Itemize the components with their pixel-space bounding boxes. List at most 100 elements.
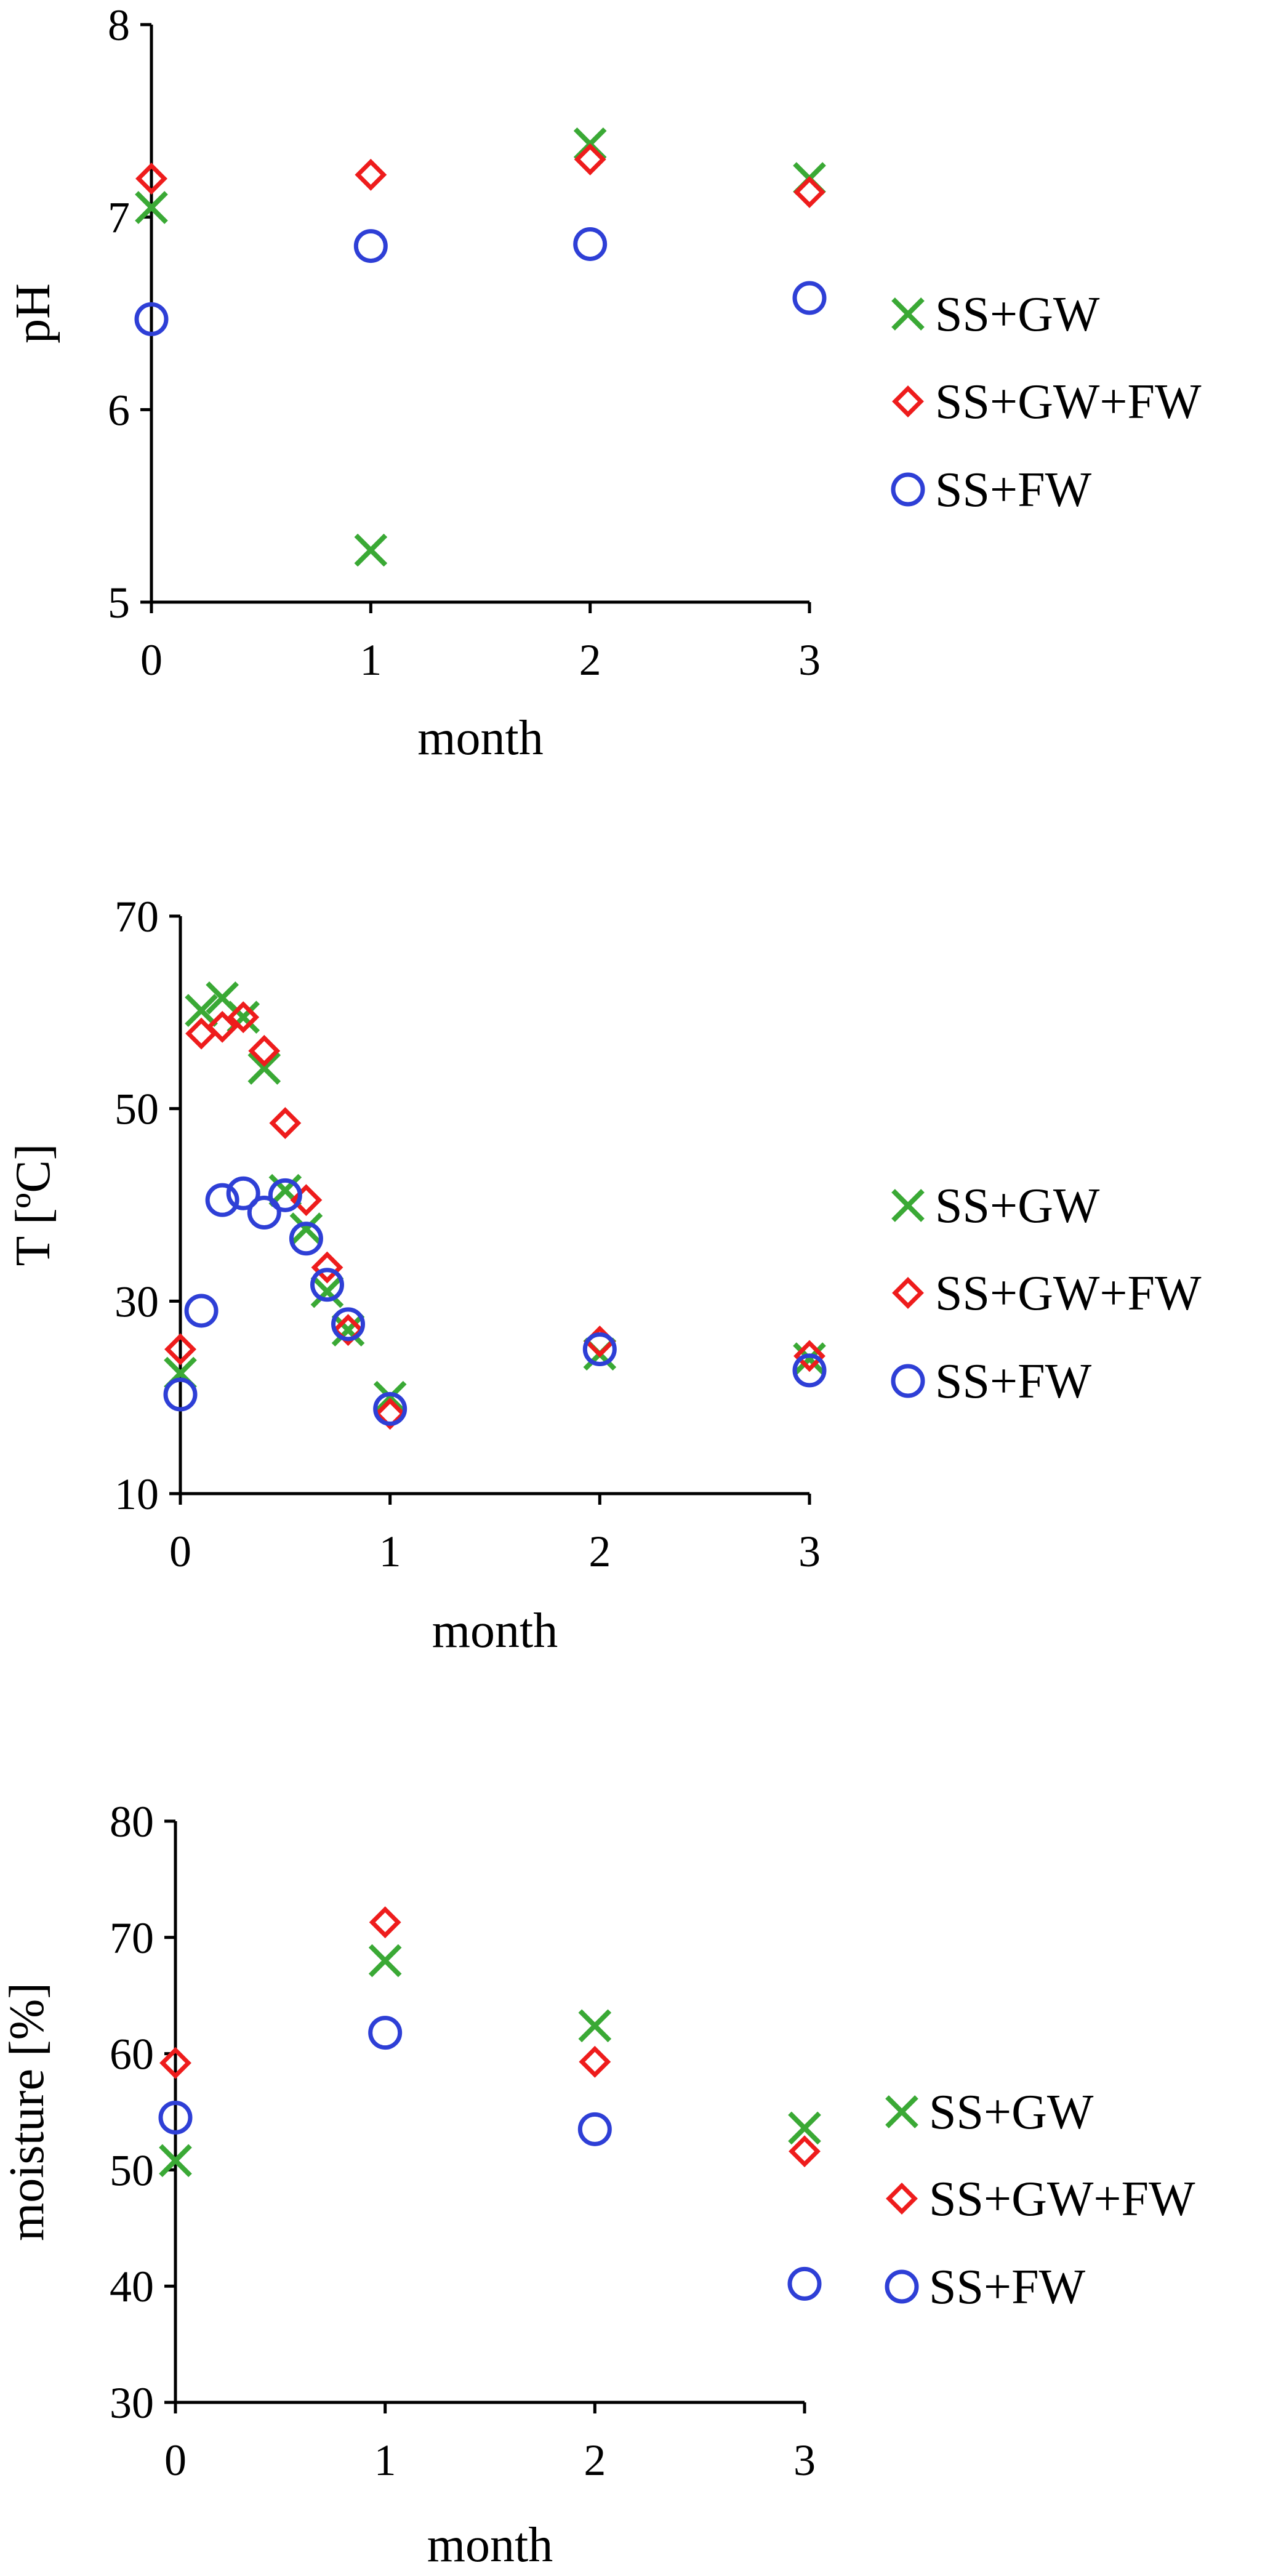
- series-SS+FW: [163, 1176, 827, 1426]
- y-tick-label-40: 40: [110, 2262, 154, 2311]
- y-axis-title: pH: [6, 283, 60, 344]
- legend-marker-SS+GW-stroke-b: [891, 1189, 925, 1222]
- point-SS+GW+FW-6: [290, 1184, 323, 1217]
- point-SS+FW-7: [310, 1268, 344, 1302]
- series-SS+GW+FW: [135, 143, 825, 208]
- point-SS+FW-3: [787, 2266, 822, 2301]
- point-SS+GW-7-stroke-b: [310, 1274, 344, 1308]
- x-axis-title: month: [432, 1604, 558, 1658]
- legend: SS+GW SS+GW+FW SS+FW: [891, 1179, 1202, 1409]
- legend-marker-SS+GW+FW: [892, 385, 924, 417]
- legend-marker-SS+FW: [885, 2269, 919, 2304]
- legend-marker-SS+GW: [891, 1189, 925, 1222]
- chart-1: 5 6 7 8 0 1 2 3 month pH SS+GW SS+GW+FW SS+FW: [6, 1, 1202, 765]
- x-tick-label-1: 1: [374, 2436, 396, 2485]
- y-axis-title: moisture [%]: [0, 1982, 54, 2241]
- y-tick-label-6: 6: [108, 385, 130, 435]
- point-SS+GW+FW-1: [369, 1906, 401, 1939]
- point-SS+FW-1: [353, 229, 388, 264]
- legend-marker-SS+GW: [891, 297, 925, 331]
- point-SS+GW+FW-3: [789, 2135, 821, 2168]
- y-tick-label-80: 80: [110, 1797, 154, 1846]
- legend: SS+GW SS+GW+FW SS+FW: [891, 288, 1202, 517]
- point-SS+GW-2-stroke-b: [206, 981, 239, 1015]
- point-SS+GW-1: [354, 533, 388, 567]
- point-SS+FW-3: [226, 1176, 260, 1210]
- x-tick-label-0: 0: [164, 2436, 187, 2485]
- point-SS+FW-0: [163, 1377, 198, 1412]
- series-SS+GW: [135, 127, 826, 567]
- x-tick-label-2: 2: [584, 2436, 606, 2485]
- y-tick-label-70: 70: [114, 892, 159, 941]
- point-SS+GW-9-stroke-b: [373, 1380, 407, 1414]
- point-SS+GW-11: [793, 1342, 826, 1375]
- point-SS+GW+FW-4: [248, 1034, 281, 1067]
- series-SS+GW+FW: [159, 1906, 821, 2168]
- point-SS+FW-2: [577, 2112, 612, 2146]
- x-tick-label-3: 3: [793, 2436, 816, 2485]
- y-tick-label-5: 5: [108, 578, 130, 627]
- point-SS+GW-4-stroke-b: [247, 1052, 281, 1085]
- point-SS+GW+FW-0: [164, 1333, 196, 1366]
- legend-marker-SS+GW-stroke-b: [891, 297, 925, 331]
- point-SS+FW-9: [373, 1391, 408, 1426]
- legend-label-SS+FW: SS+FW: [929, 2260, 1086, 2314]
- point-SS+GW-0: [135, 191, 168, 224]
- point-SS+FW-10: [582, 1332, 617, 1366]
- point-SS+FW-0: [158, 2100, 193, 2135]
- point-SS+GW+FW-0: [159, 2047, 191, 2079]
- point-SS+FW-4: [247, 1196, 281, 1230]
- legend-label-SS+GW+FW: SS+GW+FW: [929, 2172, 1195, 2226]
- point-SS+GW-4: [247, 1052, 281, 1085]
- point-SS+GW+FW-2: [579, 2045, 611, 2078]
- point-SS+GW+FW-11: [793, 1340, 825, 1372]
- legend-label-SS+GW: SS+GW: [935, 1179, 1100, 1233]
- x-tick-label-3: 3: [798, 1527, 821, 1576]
- legend-label-SS+FW: SS+FW: [935, 1354, 1092, 1409]
- series-SS+GW: [159, 1944, 821, 2178]
- legend-marker-SS+FW: [891, 1364, 925, 1398]
- x-tick-label-0: 0: [140, 635, 163, 685]
- point-SS+GW-8-stroke-b: [331, 1313, 365, 1347]
- point-SS+GW-1-stroke-b: [185, 994, 218, 1028]
- point-SS+GW+FW-3: [227, 1001, 260, 1034]
- legend-marker-SS+GW-stroke-b: [885, 2095, 918, 2128]
- point-SS+GW-8: [331, 1313, 365, 1347]
- point-SS+GW-1-stroke-b: [354, 533, 388, 567]
- point-SS+GW+FW-3: [793, 176, 825, 208]
- legend: SS+GW SS+GW+FW SS+FW: [885, 2085, 1195, 2314]
- point-SS+GW-3-stroke-b: [788, 2111, 821, 2145]
- x-tick-label-1: 1: [359, 635, 382, 685]
- x-axis-title: month: [417, 711, 543, 765]
- point-SS+FW-2: [205, 1183, 239, 1217]
- y-tick-label-50: 50: [114, 1085, 159, 1134]
- legend-marker-SS+GW+FW: [886, 2183, 918, 2215]
- point-SS+GW+FW-8: [332, 1314, 364, 1346]
- point-SS+GW-11-stroke-b: [793, 1342, 826, 1375]
- series-SS+GW: [164, 981, 826, 1414]
- point-SS+GW-0: [159, 2144, 192, 2178]
- point-SS+GW+FW-9: [374, 1398, 406, 1430]
- point-SS+FW-1: [368, 2016, 403, 2050]
- point-SS+GW-1-stroke-b: [368, 1944, 402, 1978]
- legend-label-SS+FW: SS+FW: [935, 463, 1092, 517]
- x-tick-label-2: 2: [579, 635, 601, 685]
- y-tick-label-50: 50: [110, 2146, 154, 2195]
- point-SS+GW-9: [373, 1380, 407, 1414]
- point-SS+FW-11: [792, 1353, 827, 1388]
- legend-label-SS+GW: SS+GW: [929, 2085, 1094, 2139]
- point-SS+GW+FW-0: [135, 163, 167, 195]
- legend-marker-SS+FW: [891, 472, 925, 507]
- y-tick-label-8: 8: [108, 1, 130, 50]
- y-axis-title: T [ºC]: [6, 1144, 60, 1266]
- series-SS+FW: [134, 227, 827, 336]
- point-SS+GW+FW-5: [269, 1107, 302, 1140]
- x-axis-title: month: [427, 2518, 553, 2572]
- y-tick-label-70: 70: [110, 1914, 154, 1963]
- point-SS+FW-5: [268, 1178, 302, 1212]
- x-tick-label-2: 2: [588, 1527, 611, 1576]
- point-SS+GW-3: [788, 2111, 821, 2145]
- point-SS+GW+FW-7: [311, 1251, 343, 1284]
- point-SS+GW-1: [185, 994, 218, 1028]
